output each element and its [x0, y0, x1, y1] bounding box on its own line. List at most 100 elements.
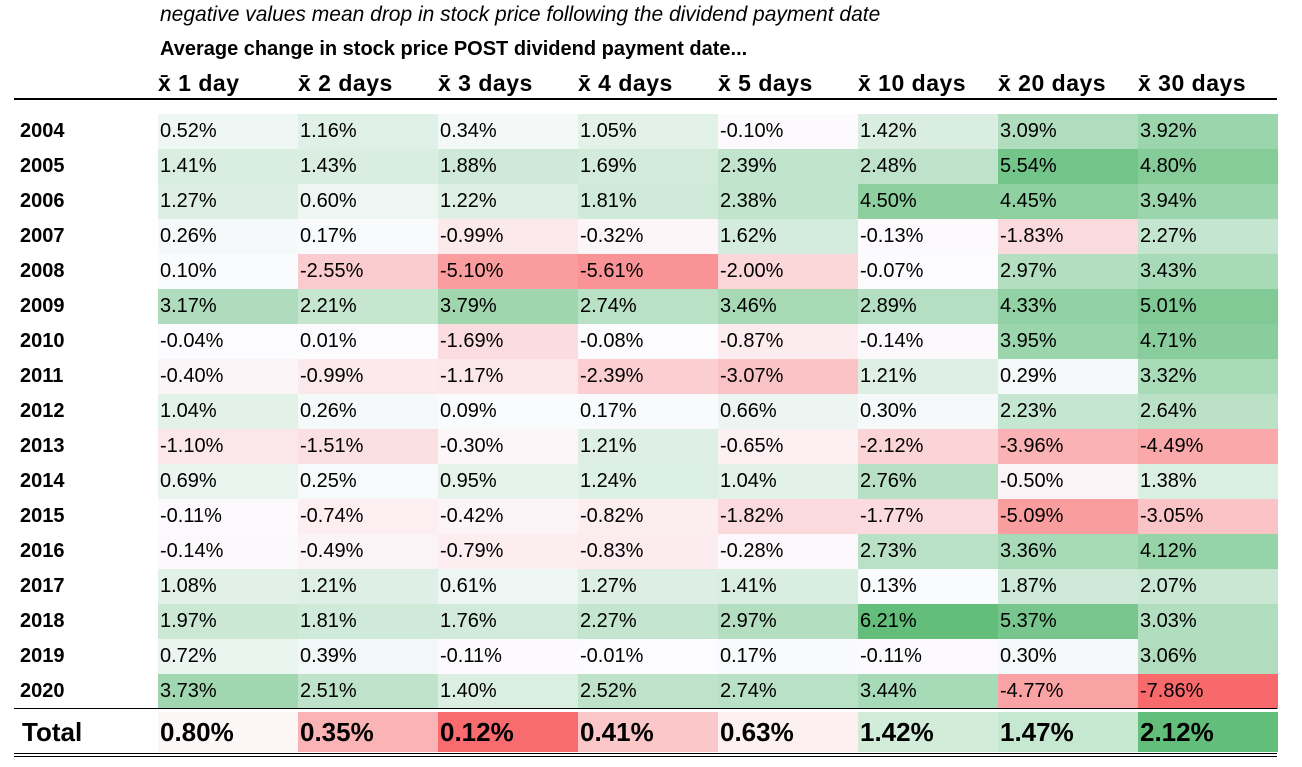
heatmap-cell: 1.43% [298, 149, 438, 184]
column-header: x̄ 10 days [858, 70, 967, 96]
table-row: 2006 1.27% 0.60% 1.22% 1.81% 2.38% 4.50% 4.45% 3… [0, 184, 1300, 219]
heatmap-cell: 3.03% [1138, 604, 1278, 639]
heatmap-cell: 0.29% [998, 359, 1138, 394]
heatmap-cell: 0.34% [438, 114, 578, 149]
heatmap-cell: 1.41% [158, 149, 298, 184]
heatmap-cell: 1.05% [578, 114, 718, 149]
heatmap-cell: 3.44% [858, 674, 998, 709]
total-rule-bottom-double [14, 756, 1277, 757]
heatmap-cell: -5.61% [578, 254, 718, 289]
heatmap-cell: 3.94% [1138, 184, 1278, 219]
heatmap-cell: 3.09% [998, 114, 1138, 149]
table-row: 2008 0.10% -2.55% -5.10% -5.61% -2.00% -0.07% 2… [0, 254, 1300, 289]
heatmap-cell: 1.27% [158, 184, 298, 219]
heatmap-cell: -0.30% [438, 429, 578, 464]
heatmap-cell: 2.64% [1138, 394, 1278, 429]
heatmap-cell: 3.73% [158, 674, 298, 709]
heatmap-cell: 1.69% [578, 149, 718, 184]
heatmap-cell: 0.69% [158, 464, 298, 499]
heatmap-cell: -0.99% [298, 359, 438, 394]
heatmap-cell: 0.17% [718, 639, 858, 674]
column-header: x̄ 5 days [718, 70, 813, 96]
total-cell: 1.42% [858, 712, 998, 752]
heatmap-cell: 6.21% [858, 604, 998, 639]
row-label: 2018 [20, 610, 65, 632]
heatmap-cell: 3.79% [438, 289, 578, 324]
heatmap-cell: -0.14% [158, 534, 298, 569]
header-rule [14, 98, 1277, 100]
column-headers: x̄ 1 day x̄ 2 days x̄ 3 days x̄ 4 days x̄ 5 … [0, 68, 1300, 98]
heatmap-cell: 0.01% [298, 324, 438, 359]
heatmap-cell: -0.11% [438, 639, 578, 674]
heatmap-cell: 2.52% [578, 674, 718, 709]
heatmap-cell: 2.74% [578, 289, 718, 324]
total-rule-top [14, 708, 1277, 709]
heatmap-cell: 1.97% [158, 604, 298, 639]
total-cell: 0.12% [438, 712, 578, 752]
table-row: 2020 3.73% 2.51% 1.40% 2.52% 2.74% 3.44% -4.77%… [0, 674, 1300, 709]
total-cell: 0.80% [158, 712, 298, 752]
heatmap-cell: 2.07% [1138, 569, 1278, 604]
heatmap-cell: -0.40% [158, 359, 298, 394]
heatmap-cell: 1.04% [158, 394, 298, 429]
heatmap-cell: 2.51% [298, 674, 438, 709]
heatmap-cell: 0.13% [858, 569, 998, 604]
heatmap-cell: 1.38% [1138, 464, 1278, 499]
heatmap-cell: -0.08% [578, 324, 718, 359]
heatmap-cell: 0.39% [298, 639, 438, 674]
heatmap-cell: -2.39% [578, 359, 718, 394]
heatmap-cell: -4.77% [998, 674, 1138, 709]
heatmap-cell: -0.83% [578, 534, 718, 569]
heatmap-cell: -0.87% [718, 324, 858, 359]
heatmap-cell: -0.74% [298, 499, 438, 534]
heatmap-cell: -0.82% [578, 499, 718, 534]
row-label: 2019 [20, 645, 65, 667]
column-header: x̄ 1 day [158, 70, 240, 96]
heatmap-cell: 1.21% [298, 569, 438, 604]
row-label: 2011 [20, 365, 64, 387]
table-row: 2005 1.41% 1.43% 1.88% 1.69% 2.39% 2.48% 5.54% 4… [0, 149, 1300, 184]
heatmap-cell: -0.11% [858, 639, 998, 674]
heatmap-cell: 0.17% [578, 394, 718, 429]
column-header: x̄ 4 days [578, 70, 673, 96]
heatmap-cell: 5.54% [998, 149, 1138, 184]
heatmap-cell: 2.27% [1138, 219, 1278, 254]
row-label: 2012 [20, 400, 65, 422]
table-row: 2010 -0.04% 0.01% -1.69% -0.08% -0.87% -0.14% 3… [0, 324, 1300, 359]
heatmap-cell: -3.05% [1138, 499, 1278, 534]
heatmap-cell: -0.10% [718, 114, 858, 149]
heatmap-cell: 2.38% [718, 184, 858, 219]
total-cell: 1.47% [998, 712, 1138, 752]
column-header: x̄ 3 days [438, 70, 533, 96]
heatmap-cell: 1.04% [718, 464, 858, 499]
heatmap-cell: 1.40% [438, 674, 578, 709]
table-row: 2009 3.17% 2.21% 3.79% 2.74% 3.46% 2.89% 4.33% 5… [0, 289, 1300, 324]
table-row: 2016 -0.14% -0.49% -0.79% -0.83% -0.28% 2.73% 3… [0, 534, 1300, 569]
heatmap-cell: 0.10% [158, 254, 298, 289]
heatmap-cell: 4.50% [858, 184, 998, 219]
row-label: 2016 [20, 540, 65, 562]
column-header: x̄ 2 days [298, 70, 393, 96]
column-header: x̄ 30 days [1138, 70, 1247, 96]
total-label: Total [22, 717, 83, 747]
heatmap-cell: 1.88% [438, 149, 578, 184]
heatmap-cell: 0.26% [298, 394, 438, 429]
heatmap-cell: 2.97% [718, 604, 858, 639]
table-row: 2013 -1.10% -1.51% -0.30% 1.21% -0.65% -2.12% -… [0, 429, 1300, 464]
column-header: x̄ 20 days [998, 70, 1107, 96]
heatmap-cell: -2.12% [858, 429, 998, 464]
heatmap-cell: 0.17% [298, 219, 438, 254]
total-cell: 0.41% [578, 712, 718, 752]
heatmap-cell: 3.17% [158, 289, 298, 324]
heatmap-cell: 2.76% [858, 464, 998, 499]
heatmap-cell: 0.30% [998, 639, 1138, 674]
chart-note: negative values mean drop in stock price… [160, 3, 881, 26]
heatmap-cell: 1.87% [998, 569, 1138, 604]
row-label: 2008 [20, 260, 65, 282]
heatmap-cell: -3.96% [998, 429, 1138, 464]
heatmap-cell: 1.24% [578, 464, 718, 499]
heatmap-cell: 1.62% [718, 219, 858, 254]
heatmap-cell: 0.95% [438, 464, 578, 499]
heatmap-cell: -0.32% [578, 219, 718, 254]
heatmap-cell: -0.01% [578, 639, 718, 674]
